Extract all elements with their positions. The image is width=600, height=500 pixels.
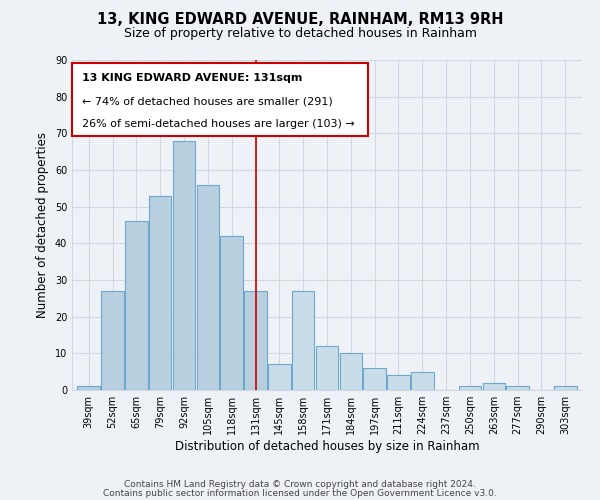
Bar <box>506 386 529 390</box>
Bar <box>125 222 148 390</box>
Bar <box>458 386 481 390</box>
Bar <box>292 291 314 390</box>
Text: 13, KING EDWARD AVENUE, RAINHAM, RM13 9RH: 13, KING EDWARD AVENUE, RAINHAM, RM13 9R… <box>97 12 503 28</box>
Text: 26% of semi-detached houses are larger (103) →: 26% of semi-detached houses are larger (… <box>82 120 355 130</box>
Bar <box>173 140 196 390</box>
Text: ← 74% of detached houses are smaller (291): ← 74% of detached houses are smaller (29… <box>82 96 333 106</box>
Bar <box>340 354 362 390</box>
X-axis label: Distribution of detached houses by size in Rainham: Distribution of detached houses by size … <box>175 440 479 453</box>
Bar <box>101 291 124 390</box>
Text: Size of property relative to detached houses in Rainham: Size of property relative to detached ho… <box>124 28 476 40</box>
Text: Contains public sector information licensed under the Open Government Licence v3: Contains public sector information licen… <box>103 489 497 498</box>
Bar <box>244 291 267 390</box>
Bar <box>220 236 243 390</box>
Bar <box>554 386 577 390</box>
Text: Contains HM Land Registry data © Crown copyright and database right 2024.: Contains HM Land Registry data © Crown c… <box>124 480 476 489</box>
Bar <box>149 196 172 390</box>
Bar <box>197 184 219 390</box>
Bar <box>482 382 505 390</box>
Bar <box>387 376 410 390</box>
Bar <box>77 386 100 390</box>
Bar <box>316 346 338 390</box>
Bar <box>411 372 434 390</box>
Bar <box>364 368 386 390</box>
FancyBboxPatch shape <box>72 64 368 136</box>
Bar <box>268 364 290 390</box>
Y-axis label: Number of detached properties: Number of detached properties <box>36 132 49 318</box>
Text: 13 KING EDWARD AVENUE: 131sqm: 13 KING EDWARD AVENUE: 131sqm <box>82 73 302 83</box>
